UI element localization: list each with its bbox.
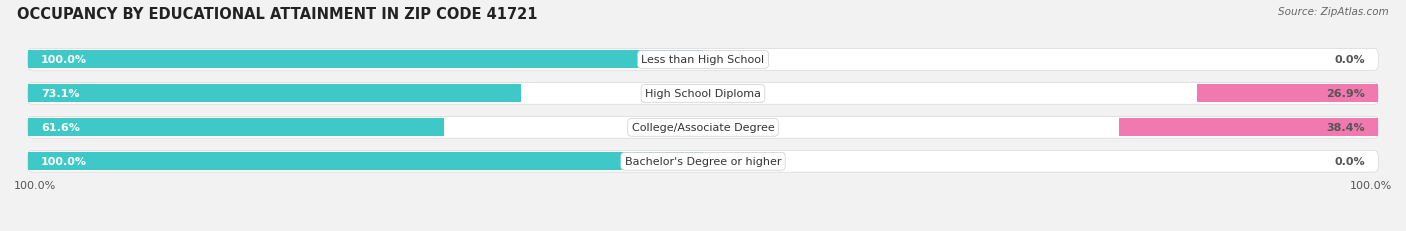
Text: 100.0%: 100.0%: [14, 180, 56, 190]
FancyBboxPatch shape: [28, 151, 1378, 172]
Legend: Owner-occupied, Renter-occupied: Owner-occupied, Renter-occupied: [576, 228, 830, 231]
Text: Less than High School: Less than High School: [641, 55, 765, 65]
Text: OCCUPANCY BY EDUCATIONAL ATTAINMENT IN ZIP CODE 41721: OCCUPANCY BY EDUCATIONAL ATTAINMENT IN Z…: [17, 7, 537, 22]
Text: Bachelor's Degree or higher: Bachelor's Degree or higher: [624, 157, 782, 167]
Text: 38.4%: 38.4%: [1326, 123, 1365, 133]
Bar: [1119, 119, 1378, 137]
Bar: [28, 51, 703, 69]
Bar: [28, 85, 522, 103]
Text: 0.0%: 0.0%: [1334, 157, 1365, 167]
Text: 61.6%: 61.6%: [41, 123, 80, 133]
FancyBboxPatch shape: [28, 83, 1378, 105]
Bar: [1197, 85, 1378, 103]
Text: College/Associate Degree: College/Associate Degree: [631, 123, 775, 133]
Text: 100.0%: 100.0%: [41, 55, 87, 65]
Text: High School Diploma: High School Diploma: [645, 89, 761, 99]
FancyBboxPatch shape: [28, 117, 1378, 139]
Bar: [28, 119, 444, 137]
Text: 0.0%: 0.0%: [1334, 55, 1365, 65]
Text: 26.9%: 26.9%: [1326, 89, 1365, 99]
Text: Source: ZipAtlas.com: Source: ZipAtlas.com: [1278, 7, 1389, 17]
Text: 73.1%: 73.1%: [41, 89, 80, 99]
Text: 100.0%: 100.0%: [41, 157, 87, 167]
Text: 100.0%: 100.0%: [1350, 180, 1392, 190]
FancyBboxPatch shape: [28, 49, 1378, 71]
Bar: [28, 153, 703, 170]
